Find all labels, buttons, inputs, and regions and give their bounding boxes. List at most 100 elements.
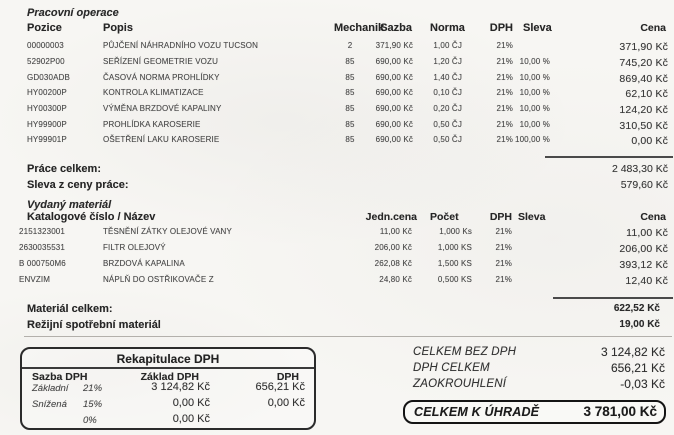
overhead-label: Režijní spotřební materiál xyxy=(27,319,161,331)
rate-value: 690,00 Kč xyxy=(375,57,413,66)
material-total-label: Materiál celkem: xyxy=(27,303,113,315)
catalog-number: ENVZIM xyxy=(19,275,51,284)
vat-rate: 21% xyxy=(495,259,512,268)
rate-value: 690,00 Kč xyxy=(375,135,413,144)
position-code: GD030ADB xyxy=(27,73,70,82)
discount-value: 10,00 % xyxy=(519,57,550,66)
quantity: 1,000 Ks xyxy=(439,227,472,236)
column-header-sleva: Sleva xyxy=(518,211,546,223)
vat-rate: 21% xyxy=(496,120,513,129)
column-header-dph: DPH xyxy=(489,211,512,223)
column-header-sleva: Sleva xyxy=(523,22,552,34)
material-name: BRZDOVÁ KAPALINA xyxy=(103,259,185,268)
unit-price: 24,80 Kč xyxy=(379,275,412,284)
operation-description: OŠETŘENÍ LAKU KAROSERIE xyxy=(103,135,220,144)
column-header-cena: Cena xyxy=(640,22,666,34)
labor-total-value: 2 483,30 Kč xyxy=(611,163,668,175)
rate-value: 690,00 Kč xyxy=(375,120,413,129)
discount-value: 10,00 % xyxy=(519,104,550,113)
norm-value: 0,50 ČJ xyxy=(433,120,462,129)
recap-vat-value: 656,21 Kč xyxy=(255,381,305,393)
material-row: B 000750M6 BRZDOVÁ KAPALINA 262,08 Kč 1,… xyxy=(0,259,674,272)
quantity: 0,500 KS xyxy=(437,275,472,284)
quantity: 1,500 KS xyxy=(437,259,472,268)
material-total-row: Materiál celkem: 622,52 Kč xyxy=(0,303,674,316)
price-value: 124,20 Kč xyxy=(619,104,668,116)
rate-value: 371,90 Kč xyxy=(375,41,413,50)
material-row: 2630035531 FILTR OLEJOVÝ 206,00 Kč 1,000… xyxy=(0,243,674,256)
discount-value: 10,00 % xyxy=(519,73,550,82)
material-row: 2151323001 TĚSNĚNÍ ZÁTKY OLEJOVÉ VANY 11… xyxy=(0,227,674,240)
price-value: 12,40 Kč xyxy=(625,275,668,287)
recap-rate-pct: 15% xyxy=(83,399,103,410)
work-row: 00000003 PŮJČENÍ NÁHRADNÍHO VOZU TUCSON … xyxy=(0,41,674,54)
vat-rate: 21% xyxy=(496,104,513,113)
summary-value: 3 124,82 Kč xyxy=(600,345,665,359)
column-header-popis: Popis xyxy=(103,22,133,34)
mechanic-number: 85 xyxy=(345,73,355,82)
recap-header-vat: DPH xyxy=(276,371,299,383)
recap-base-value: 0,00 Kč xyxy=(172,413,210,425)
recap-rate-name: Snížená xyxy=(32,399,67,410)
labor-discount-value: 579,60 Kč xyxy=(620,179,668,191)
unit-price: 262,08 Kč xyxy=(374,259,412,268)
column-header-sazba: Sazba xyxy=(380,22,412,34)
price-value: 11,00 Kč xyxy=(626,227,668,239)
grand-total-box: CELKEM K ÚHRADĚ 3 781,00 Kč xyxy=(403,400,666,424)
vat-rate: 21% xyxy=(495,227,512,236)
position-code: HY00300P xyxy=(27,104,67,113)
vat-recap-box: Rekapitulace DPH Sazba DPH Základ DPH DP… xyxy=(20,347,316,430)
rate-value: 690,00 Kč xyxy=(375,73,413,82)
price-value: 0,00 Kč xyxy=(631,135,668,147)
labor-total-row: Práce celkem: 2 483,30 Kč xyxy=(0,163,674,176)
position-code: HY99900P xyxy=(27,120,67,129)
catalog-number: 2630035531 xyxy=(19,243,65,252)
catalog-number: 2151323001 xyxy=(19,227,65,236)
norm-value: 1,40 ČJ xyxy=(433,73,462,82)
operation-description: PROHLÍDKA KAROSERIE xyxy=(103,120,201,129)
price-value: 371,90 Kč xyxy=(619,41,668,53)
labor-discount-row: Sleva z ceny práce: 579,60 Kč xyxy=(0,179,674,192)
discount-value: 10,00 % xyxy=(519,88,550,97)
vat-rate: 21% xyxy=(496,88,513,97)
norm-value: 0,10 ČJ xyxy=(433,88,462,97)
work-section-title: Pracovní operace xyxy=(27,7,119,19)
mechanic-number: 85 xyxy=(345,88,355,97)
norm-value: 1,20 ČJ xyxy=(433,57,462,66)
price-value: 310,50 Kč xyxy=(619,120,668,132)
position-code: 00000003 xyxy=(27,41,64,50)
labor-total-rule xyxy=(545,156,673,158)
summary-label: CELKEM BEZ DPH xyxy=(413,346,517,358)
unit-price: 206,00 Kč xyxy=(374,243,412,252)
operation-description: ČASOVÁ NORMA PROHLÍDKY xyxy=(103,73,220,82)
quantity: 1,000 KS xyxy=(437,243,472,252)
mechanic-number: 85 xyxy=(345,104,355,113)
material-total-value: 622,52 Kč xyxy=(613,303,660,314)
grand-total-value: 3 781,00 Kč xyxy=(583,404,657,419)
unit-price: 11,00 Kč xyxy=(379,227,412,236)
column-header-unit-price: Jedn.cena xyxy=(365,211,417,223)
norm-value: 0,50 ČJ xyxy=(433,135,462,144)
work-row: HY99900P PROHLÍDKA KAROSERIE 85 690,00 K… xyxy=(0,120,674,133)
recap-base-value: 0,00 Kč xyxy=(172,397,210,409)
vat-recap-title-rule xyxy=(22,367,314,369)
price-value: 869,40 Kč xyxy=(619,73,668,85)
vat-rate: 21% xyxy=(495,275,512,284)
summary-label: DPH CELKEM xyxy=(413,362,490,374)
position-code: HY00200P xyxy=(27,88,67,97)
labor-discount-label: Sleva z ceny práce: xyxy=(27,179,129,191)
work-table-header: Pozice Popis Mechanik Sazba Norma DPH Sl… xyxy=(0,22,674,35)
rate-value: 690,00 Kč xyxy=(375,104,413,113)
material-name: FILTR OLEJOVÝ xyxy=(103,243,166,252)
catalog-number: B 000750M6 xyxy=(19,259,66,268)
position-code: HY99901P xyxy=(27,135,67,144)
vat-rate: 21% xyxy=(496,41,513,50)
vat-recap-title: Rekapitulace DPH xyxy=(116,352,220,366)
recap-vat-value: 0,00 Kč xyxy=(267,397,305,409)
material-row: ENVZIM NÁPLŇ DO OSTŘIKOVAČE Z 24,80 Kč 0… xyxy=(0,275,674,288)
material-table-header: Katalogové číslo / Název Jedn.cena Počet… xyxy=(0,211,674,224)
column-header-qty: Počet xyxy=(430,211,459,223)
price-value: 206,00 Kč xyxy=(619,243,668,255)
column-header-catalog: Katalogové číslo / Název xyxy=(27,211,156,223)
